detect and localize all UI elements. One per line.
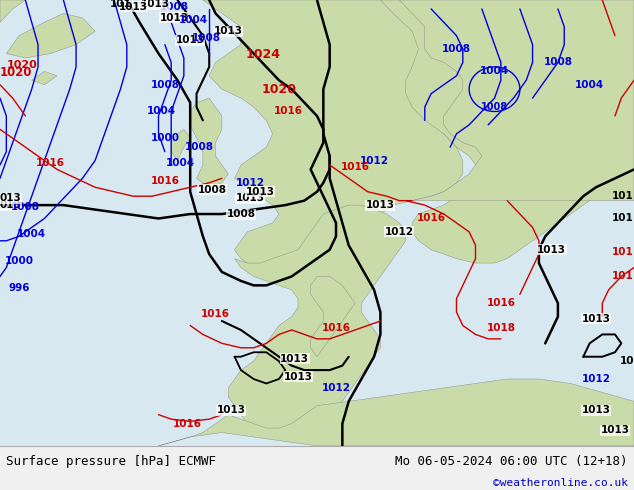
Text: 1012: 1012 [236,178,265,188]
Text: 1020: 1020 [6,60,37,70]
Text: 1016: 1016 [36,158,65,168]
Text: 101: 101 [110,0,131,9]
Text: 1013: 1013 [217,405,246,415]
Polygon shape [158,379,634,446]
Text: 1020: 1020 [261,83,297,96]
Text: ©weatheronline.co.uk: ©weatheronline.co.uk [493,478,628,489]
Polygon shape [6,13,95,58]
Text: 1013: 1013 [581,405,611,415]
Text: 1013: 1013 [236,194,265,203]
Text: 1004: 1004 [166,158,195,168]
Polygon shape [32,72,57,85]
Text: 1004: 1004 [17,229,46,239]
Text: 1013: 1013 [600,425,630,435]
Polygon shape [190,98,228,187]
Text: 1013: 1013 [283,372,313,382]
Text: 1008: 1008 [543,57,573,68]
Text: 1012: 1012 [581,374,611,384]
Text: 1013: 1013 [280,354,309,364]
Text: 1013: 1013 [176,35,205,45]
Text: 1016: 1016 [150,175,179,186]
Text: 1013: 1013 [581,314,611,324]
Text: 996: 996 [8,283,30,293]
Text: 1013: 1013 [214,26,243,36]
Text: 1013: 1013 [366,200,395,210]
Polygon shape [171,129,190,161]
Polygon shape [399,0,634,201]
Polygon shape [311,276,355,357]
Text: 1008: 1008 [481,102,508,112]
Text: 1016: 1016 [340,162,370,172]
Text: 1008: 1008 [11,202,40,212]
Text: 1004: 1004 [575,80,604,90]
Text: 1004: 1004 [179,15,208,25]
Text: 013: 013 [0,200,22,210]
Text: 1016: 1016 [417,214,446,223]
Text: 1013: 1013 [537,245,566,255]
Text: 1008: 1008 [160,1,189,12]
Text: 013: 013 [0,194,22,203]
Polygon shape [203,0,463,285]
Text: 1000: 1000 [4,256,34,266]
Text: 1020: 1020 [0,66,32,79]
Text: 1012: 1012 [359,155,389,166]
Text: 1013: 1013 [141,0,170,9]
Text: 1008: 1008 [150,80,179,90]
Polygon shape [380,0,634,263]
Text: 1016: 1016 [321,323,351,333]
Text: 1016: 1016 [201,309,230,319]
Text: 101: 101 [612,214,634,223]
Text: 1013: 1013 [160,13,189,23]
Text: 1000: 1000 [150,133,179,143]
Text: 101: 101 [612,271,634,281]
Text: 1013: 1013 [119,1,148,12]
Text: Surface pressure [hPa] ECMWF: Surface pressure [hPa] ECMWF [6,455,216,468]
Text: 1008: 1008 [191,33,221,43]
Text: 1012: 1012 [385,227,414,237]
Text: 1013: 1013 [245,187,275,197]
Text: 1008: 1008 [226,209,256,219]
Text: 1004: 1004 [147,106,176,117]
Text: 101: 101 [612,191,634,201]
Text: 1008: 1008 [198,185,227,195]
Text: 1008: 1008 [442,44,471,54]
Text: 1016: 1016 [172,419,202,430]
Text: 101: 101 [612,247,634,257]
Text: 1004: 1004 [480,66,509,76]
Text: 1016: 1016 [486,298,515,308]
Text: 1018: 1018 [486,323,515,333]
Polygon shape [228,205,406,437]
Polygon shape [0,0,25,22]
Text: 1012: 1012 [321,383,351,393]
Text: 1024: 1024 [245,48,281,61]
Text: 10: 10 [619,356,634,366]
Text: Mo 06-05-2024 06:00 UTC (12+18): Mo 06-05-2024 06:00 UTC (12+18) [395,455,628,468]
Text: 1016: 1016 [274,106,303,117]
Text: 1008: 1008 [185,142,214,152]
